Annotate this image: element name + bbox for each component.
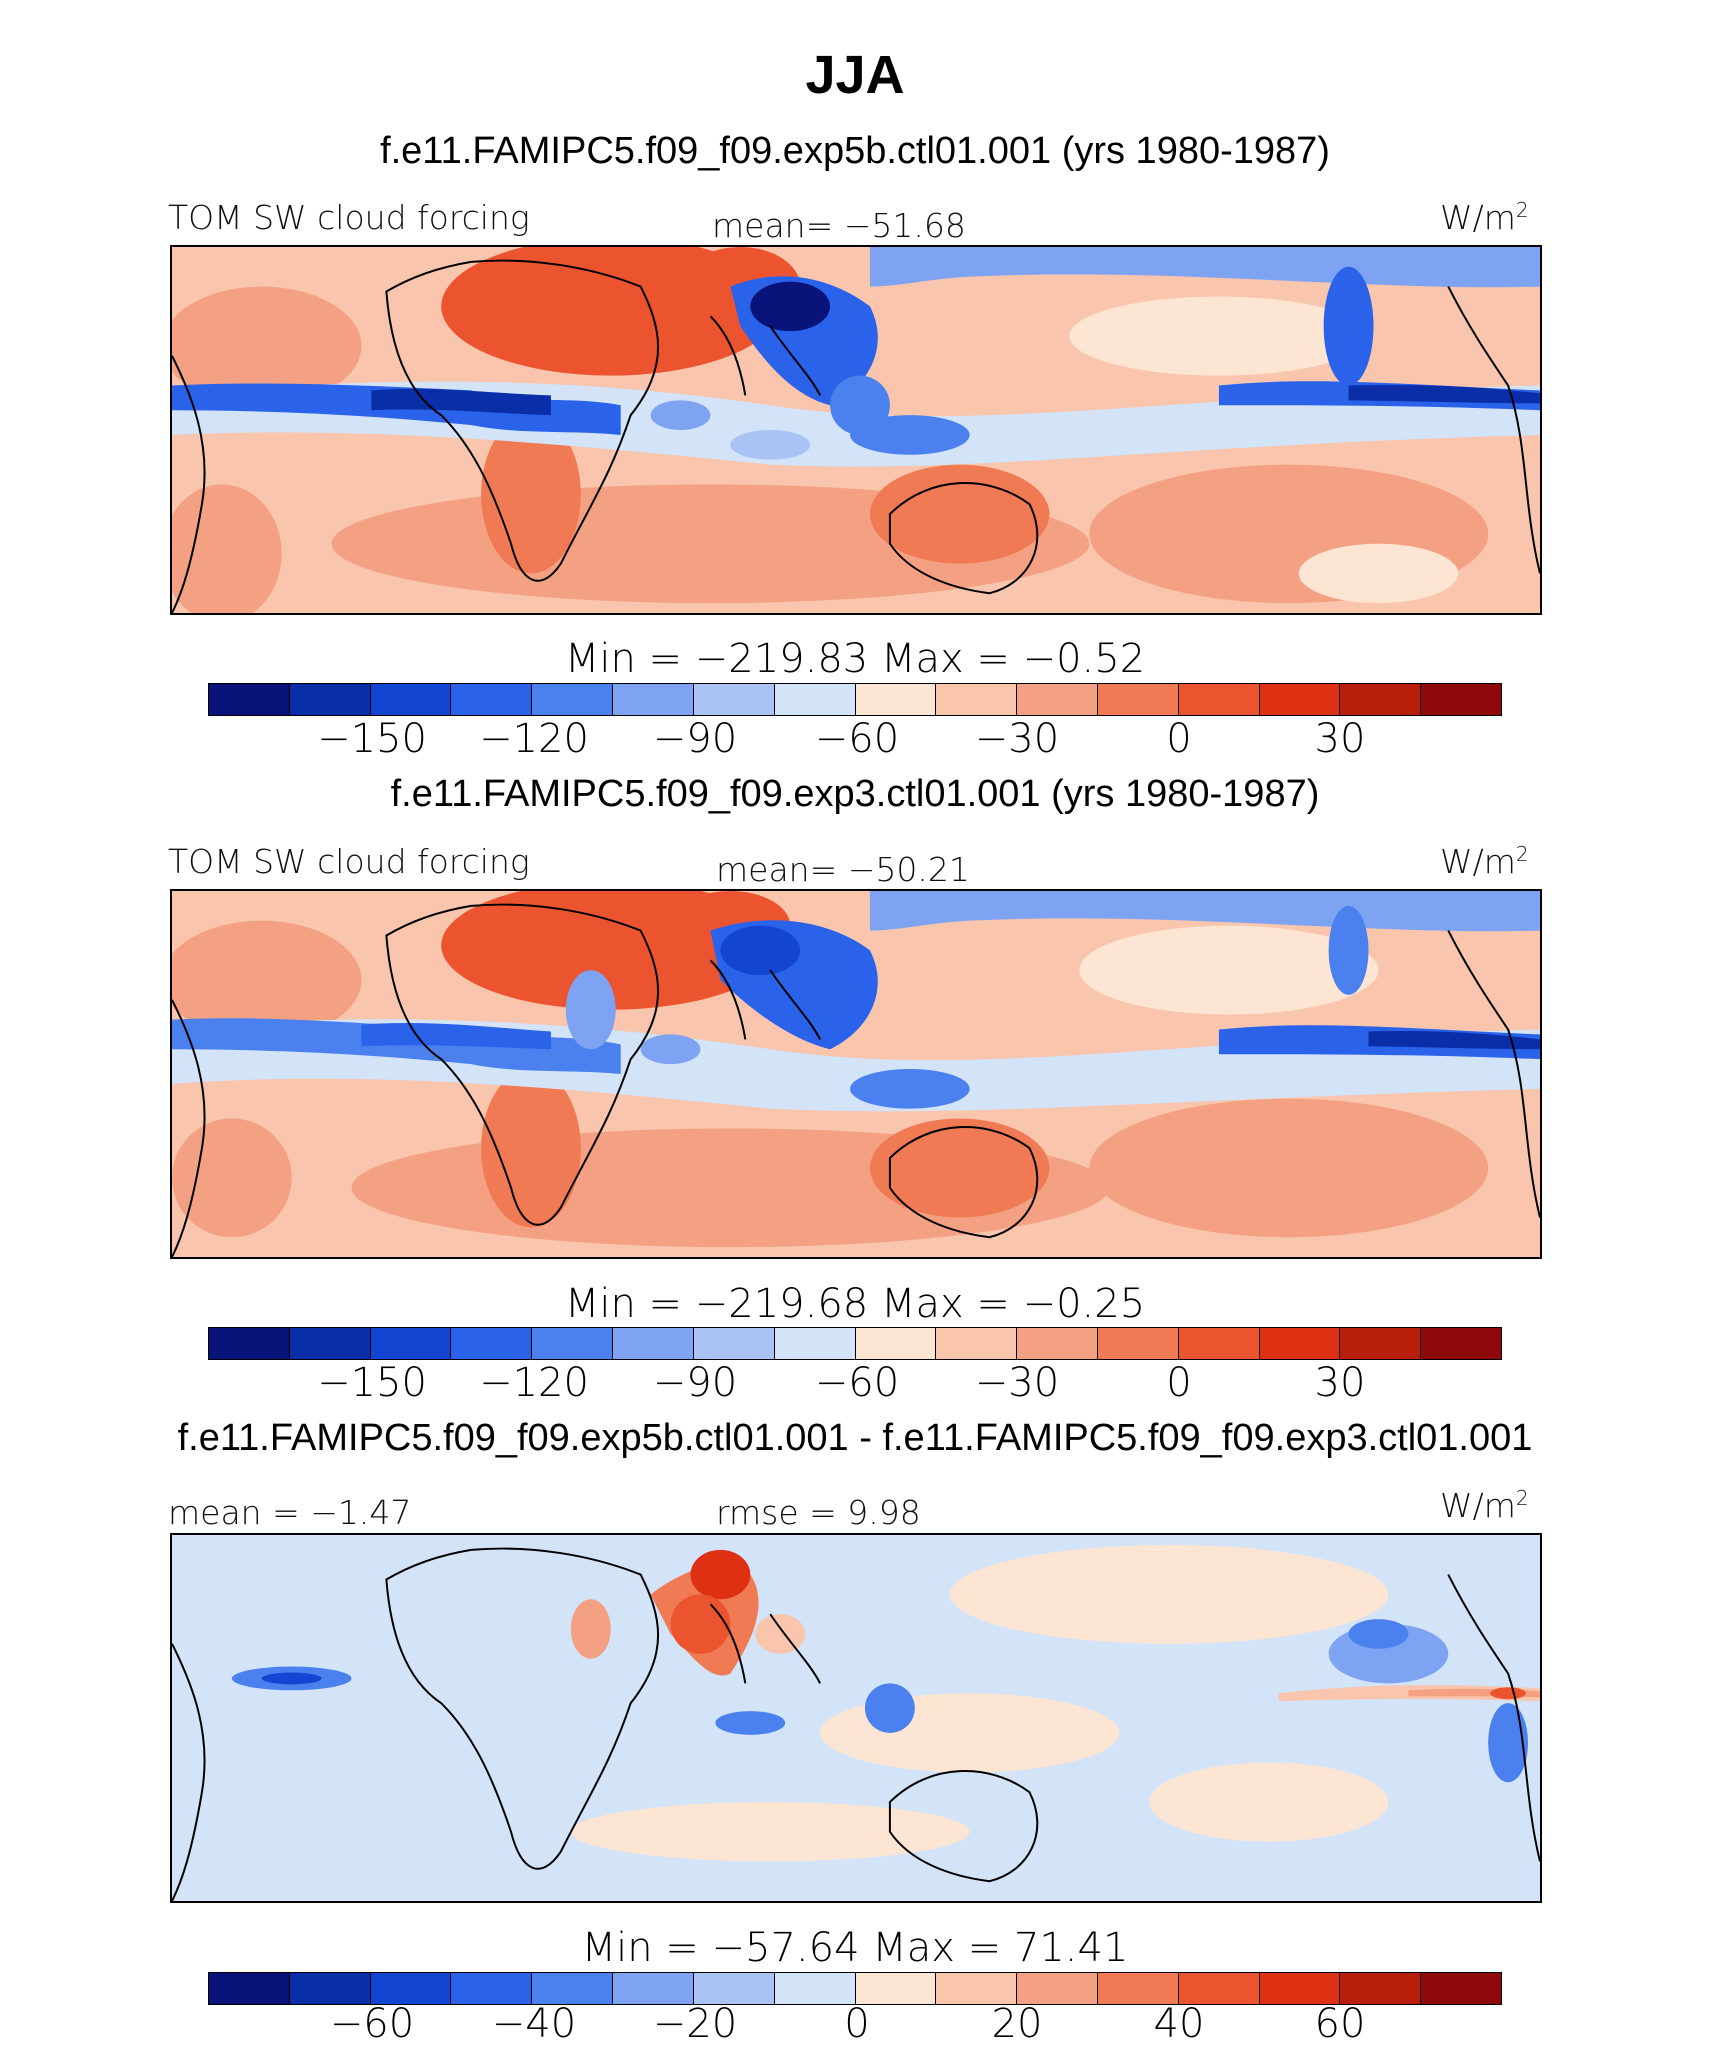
panel2-colorbar-bin [1017,1328,1098,1359]
panel2-colorbar-bin [1340,1328,1422,1359]
colorbar-tick: −60 [814,716,900,762]
panel1-field-label: TOM SW cloud forcing [168,198,530,237]
panel2-colorbar-bin [1097,1328,1179,1359]
panel1-colorbar-bin [855,684,937,715]
colorbar-tick: 20 [991,2001,1043,2047]
panel2-colorbar-bin [1178,1328,1260,1359]
figure-title: JJA [805,45,905,105]
panel1-mean-label: mean= −51.68 [712,206,966,245]
panel1-colorbar-bin [1178,684,1260,715]
panel3-colorbar-bin [855,1973,937,2004]
panel2-colorbar-bin [289,1328,371,1359]
colorbar-tick: −150 [317,716,427,762]
colorbar-tick: 0 [1166,1360,1192,1406]
colorbar-tick: −30 [974,1360,1060,1406]
colorbar-tick: −40 [491,2001,577,2047]
panel3-colorbar-bin [532,1973,614,2004]
panel2-colorbar-bin [532,1328,614,1359]
panel1-colorbar-ticks: −150 −120 −90 −60 −30 0 30 [0,716,1710,766]
panel3-colorbar-bin [936,1973,1018,2004]
panel2-minmax: Min = −219.68 Max = −0.25 [564,1281,1146,1327]
colorbar-tick: 60 [1314,2001,1366,2047]
panel3-colorbar-bin [451,1973,533,2004]
colorbar-tick: −120 [479,716,589,762]
colorbar-tick: −150 [317,1360,427,1406]
panel3-colorbar-bin [774,1973,856,2004]
panel1-units-label: W/m2 [1440,198,1529,237]
panel1-colorbar-bin [774,684,856,715]
colorbar-tick: 40 [1153,2001,1205,2047]
colorbar-tick: −60 [329,2001,415,2047]
panel2-colorbar-bin [1259,1328,1341,1359]
panel3-colorbar-bin [209,1973,290,2004]
panel1-colorbar-bin [451,684,533,715]
panel1-colorbar-bin [613,684,694,715]
panel2-colorbar-bin [936,1328,1018,1359]
panel3-colorbar-bin [1097,1973,1179,2004]
panel2-map [170,889,1542,1259]
panel3-colorbar-bin [1178,1973,1260,2004]
colorbar-tick: −20 [652,2001,738,2047]
colorbar-tick: −90 [652,1360,738,1406]
panel3-colorbar-bin [370,1973,452,2004]
panel2-colorbar [208,1327,1502,1360]
panel2-colorbar-bin [370,1328,452,1359]
panel1-colorbar-bin [1340,684,1422,715]
panel1-colorbar-bin [370,684,452,715]
panel1-colorbar-bin [1017,684,1098,715]
colorbar-tick: 30 [1314,1360,1366,1406]
colorbar-tick: −120 [479,1360,589,1406]
panel2-colorbar-bin [451,1328,533,1359]
panel3-colorbar-bin [613,1973,694,2004]
panel1-colorbar-bin [1259,684,1341,715]
colorbar-tick: −30 [974,716,1060,762]
colorbar-tick: 0 [844,2001,870,2047]
panel2-units-label: W/m2 [1440,842,1529,881]
panel1-colorbar-bin [289,684,371,715]
panel2-colorbar-bin [1421,1328,1501,1359]
panel3-colorbar [208,1972,1502,2005]
panel1-colorbar-bin [1421,684,1501,715]
panel2-colorbar-bin [613,1328,694,1359]
panel2-field-label: TOM SW cloud forcing [168,842,530,881]
panel1-colorbar-bin [936,684,1018,715]
panel3-colorbar-bin [1340,1973,1422,2004]
panel2-colorbar-ticks: −150 −120 −90 −60 −30 0 30 [0,1360,1710,1410]
panel2-title: f.e11.FAMIPC5.f09_f09.exp3.ctl01.001 (yr… [390,773,1320,815]
panel1-colorbar-bin [693,684,775,715]
colorbar-tick: 0 [1166,716,1192,762]
panel3-colorbar-bin [1259,1973,1341,2004]
panel3-colorbar-bin [289,1973,371,2004]
panel3-colorbar-ticks: −60 −40 −20 0 20 40 60 [0,2001,1710,2051]
panel2-colorbar-bin [209,1328,290,1359]
panel3-rmse-label: rmse = 9.98 [716,1493,921,1532]
colorbar-tick: −60 [814,1360,900,1406]
panel1-map [170,245,1542,615]
panel3-colorbar-bin [693,1973,775,2004]
panel3-map [170,1533,1542,1903]
panel2-mean-label: mean= −50.21 [716,850,970,889]
panel2-colorbar-bin [693,1328,775,1359]
panel3-colorbar-bin [1421,1973,1501,2004]
panel1-minmax: Min = −219.83 Max = −0.52 [564,636,1146,682]
panel2-colorbar-bin [774,1328,856,1359]
panel1-colorbar-bin [1097,684,1179,715]
colorbar-tick: −90 [652,716,738,762]
panel3-title: f.e11.FAMIPC5.f09_f09.exp5b.ctl01.001 - … [177,1417,1533,1459]
colorbar-tick: 30 [1314,716,1366,762]
panel3-minmax: Min = −57.64 Max = 71.41 [581,1925,1129,1971]
panel1-title: f.e11.FAMIPC5.f09_f09.exp5b.ctl01.001 (y… [380,130,1330,172]
panel3-units-label: W/m2 [1440,1486,1529,1525]
panel1-colorbar [208,683,1502,716]
panel1-colorbar-bin [209,684,290,715]
panel3-colorbar-bin [1017,1973,1098,2004]
panel3-mean-label: mean = −1.47 [168,1493,412,1532]
panel1-colorbar-bin [532,684,614,715]
panel2-colorbar-bin [855,1328,937,1359]
